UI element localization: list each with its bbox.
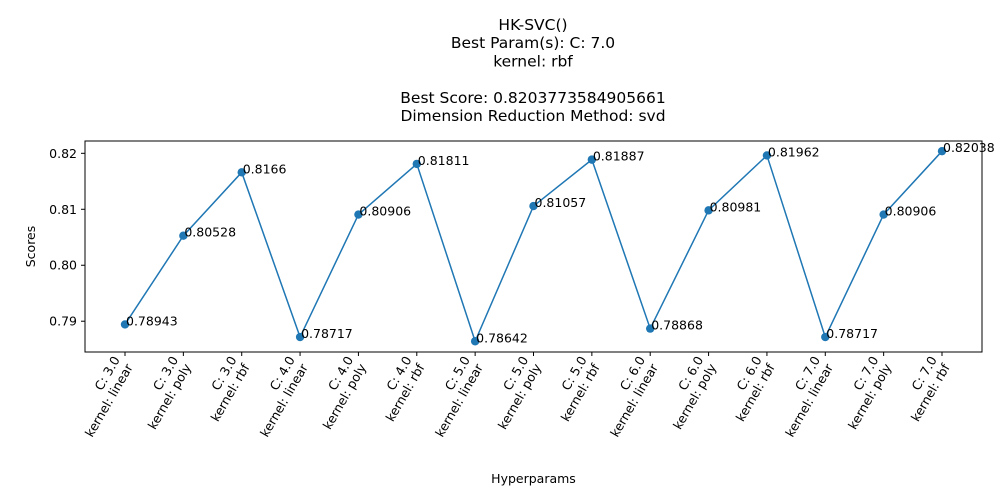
y-tick-label: 0.82 — [49, 146, 77, 161]
x-tick-label: C: 6.0kernel: linear — [594, 353, 661, 440]
x-tick-label: C: 7.0kernel: rbf — [895, 353, 953, 424]
x-tick-label: C: 7.0kernel: linear — [769, 353, 836, 440]
data-point — [937, 146, 947, 156]
y-axis-label: Scores — [23, 226, 38, 268]
x-tick-label: C: 3.0kernel: linear — [69, 353, 136, 440]
chart-title: HK-SVC()Best Param(s): C: 7.0kernel: rbf… — [400, 16, 665, 125]
x-tick-label: C: 4.0kernel: poly — [307, 353, 370, 432]
y-tick-label: 0.79 — [49, 314, 77, 329]
data-point — [470, 337, 480, 346]
series-line — [124, 150, 943, 344]
x-axis-label: Hyperparams — [491, 471, 576, 486]
series-markers — [120, 146, 947, 346]
data-label: 0.81962 — [768, 144, 820, 159]
x-tick-label: C: 7.0kernel: poly — [832, 353, 895, 432]
y-tick-label: 0.81 — [49, 202, 77, 217]
x-tick-label: C: 3.0kernel: poly — [132, 353, 195, 432]
title-line: HK-SVC() — [498, 16, 567, 34]
x-tick-label: C: 5.0kernel: rbf — [545, 353, 603, 424]
x-tick-label: C: 3.0kernel: rbf — [194, 353, 252, 424]
x-axis: C: 3.0kernel: linear C: 3.0kernel: poly C:… — [69, 352, 953, 440]
x-tick-label: C: 4.0kernel: linear — [244, 353, 311, 440]
title-line: Best Score: 0.8203773584905661 — [400, 89, 665, 107]
data-label: 0.80981 — [710, 199, 762, 214]
data-point — [412, 159, 421, 169]
x-tick-label: C: 4.0kernel: rbf — [370, 353, 428, 424]
data-point — [587, 155, 597, 164]
data-point — [295, 332, 305, 342]
y-axis: 0.79 0.80 0.81 0.82 — [49, 146, 85, 329]
data-point — [646, 324, 655, 333]
data-point — [821, 332, 830, 342]
data-point — [529, 201, 538, 211]
data-label: 0.78717 — [301, 326, 353, 341]
title-line: Dimension Reduction Method: svd — [400, 107, 665, 125]
x-tick-label: C: 5.0kernel: poly — [482, 353, 545, 432]
data-point — [354, 210, 363, 219]
title-line: Best Param(s): C: 7.0 — [451, 34, 615, 52]
data-label: 0.81887 — [593, 149, 645, 164]
data-label: 0.78943 — [126, 313, 178, 328]
data-label: 0.8166 — [243, 161, 287, 176]
y-tick-label: 0.80 — [49, 258, 77, 273]
data-point — [704, 206, 713, 215]
x-tick-label: C: 5.0kernel: linear — [419, 353, 486, 440]
data-point — [762, 151, 772, 160]
title-line: kernel: rbf — [493, 52, 573, 70]
data-label: 0.80906 — [359, 204, 411, 219]
data-label: 0.80528 — [184, 225, 236, 240]
data-label: 0.81057 — [535, 195, 587, 210]
data-label: 0.80906 — [885, 204, 937, 219]
data-point — [120, 320, 130, 329]
axes-frame — [84, 140, 983, 353]
data-point — [237, 168, 246, 177]
data-label: 0.82038 — [943, 140, 995, 155]
plot-area: 0.790.800.810.82 C: 3.0kernel: linear C: … — [49, 140, 995, 439]
data-label: 0.78868 — [651, 318, 703, 333]
data-label: 0.78642 — [476, 330, 528, 345]
data-label: 0.78717 — [826, 326, 878, 341]
data-labels: 0.78943 0.80528 0.8166 0.78717 0.80906 0.8181… — [126, 140, 995, 345]
data-label: 0.81811 — [418, 153, 470, 168]
data-point — [879, 210, 888, 219]
data-point — [179, 231, 188, 240]
x-tick-label: C: 6.0kernel: poly — [657, 353, 720, 432]
x-tick-label: C: 6.0kernel: rbf — [720, 353, 778, 424]
